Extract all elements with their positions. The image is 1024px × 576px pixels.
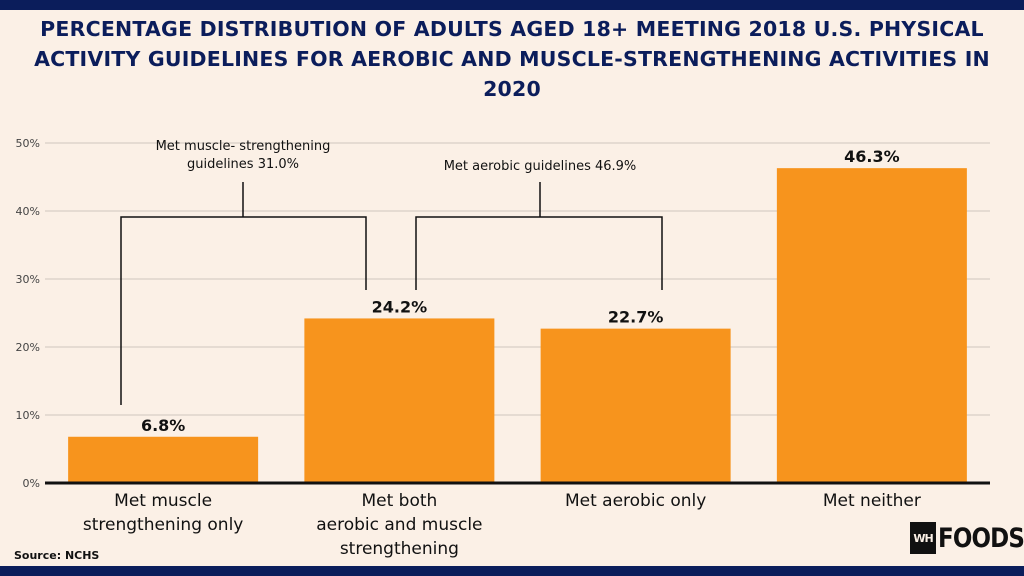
data-label: 22.7%: [608, 308, 664, 327]
logo-text: FOODS: [938, 522, 1024, 554]
x-tick-label: Met aerobic only: [565, 491, 706, 511]
data-label: 24.2%: [372, 297, 428, 316]
bar: [304, 318, 495, 483]
y-tick-label: 20%: [16, 341, 40, 354]
top-border: [0, 0, 1024, 10]
whfoods-logo: WH FOODS: [910, 521, 1024, 555]
muscle-guideline-annotation: guidelines 31.0%: [187, 157, 299, 172]
x-tick-label: aerobic and muscle: [316, 515, 482, 535]
data-label: 6.8%: [141, 416, 185, 435]
y-tick-label: 50%: [16, 137, 40, 150]
y-tick-label: 10%: [16, 409, 40, 422]
x-tick-label: strengthening only: [83, 515, 244, 535]
chart-title: PERCENTAGE DISTRIBUTION OF ADULTS AGED 1…: [34, 17, 990, 101]
x-tick-label: strengthening: [340, 539, 459, 559]
muscle-guideline-annotation: Met muscle- strengthening: [156, 139, 331, 154]
x-tick-label: Met neither: [823, 491, 921, 511]
bar: [776, 168, 967, 483]
x-tick-label: Met muscle: [114, 491, 212, 511]
bottom-border: [0, 566, 1024, 576]
aerobic-bracket: [415, 216, 663, 290]
bar: [68, 436, 259, 483]
data-label: 46.3%: [844, 147, 900, 166]
y-tick-label: 30%: [16, 273, 40, 286]
source-note: Source: NCHS: [14, 549, 100, 562]
x-tick-label: Met both: [361, 491, 437, 511]
aerobic-guideline-annotation: Met aerobic guidelines 46.9%: [444, 159, 637, 174]
y-tick-label: 0%: [23, 477, 40, 490]
y-tick-label: 40%: [16, 205, 40, 218]
bar: [540, 328, 731, 483]
logo-mark: WH: [910, 522, 936, 554]
